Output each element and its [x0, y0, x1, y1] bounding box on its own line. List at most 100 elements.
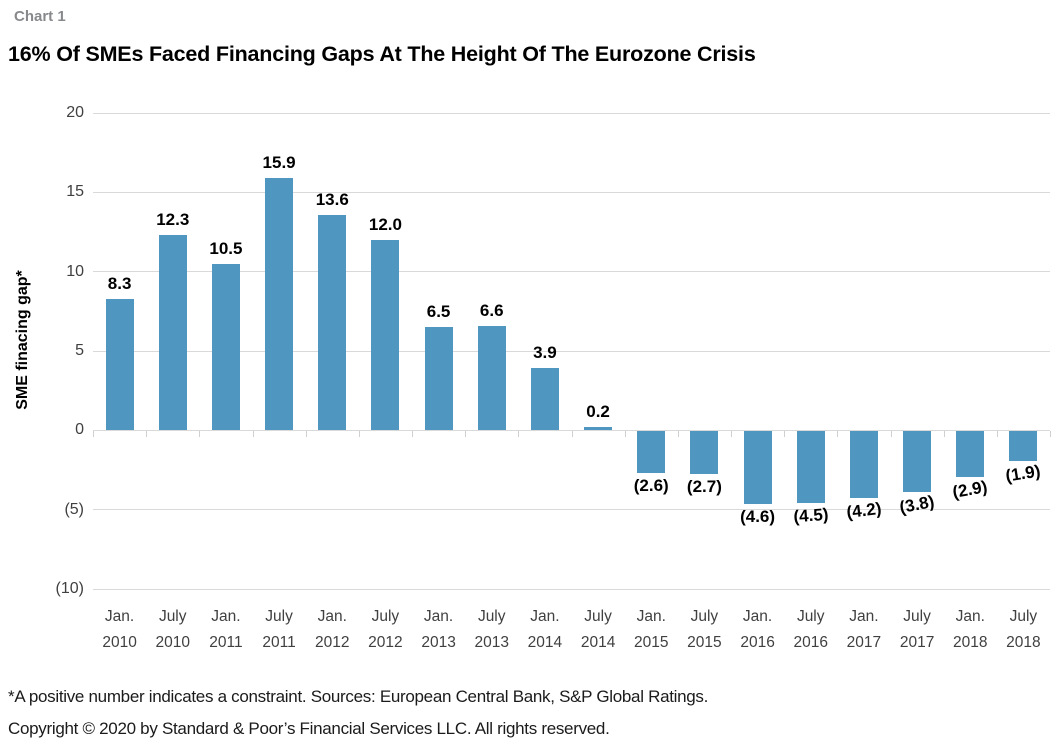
x-tick-label-year: 2016	[793, 634, 828, 651]
x-tick-label-month: July	[690, 608, 719, 625]
axis-tick-mark	[943, 430, 945, 437]
x-tick-label-year: 2012	[314, 634, 350, 651]
x-tick-label: July 2017	[887, 604, 948, 656]
x-tick-label-year: 2015	[633, 634, 669, 651]
x-tick-label-year: 2013	[421, 634, 456, 651]
axis-tick-mark	[624, 430, 626, 437]
x-tick-label: July 2011	[249, 604, 310, 656]
bar	[849, 431, 878, 498]
bar-value-label: (4.6)	[740, 507, 776, 527]
bar	[371, 239, 400, 431]
axis-tick-mark	[784, 430, 786, 437]
axis-tick-mark	[465, 430, 467, 437]
gridline	[93, 509, 1050, 511]
axis-tick-mark	[146, 430, 148, 437]
x-tick-label-year: 2012	[368, 634, 403, 651]
chart-number-label: Chart 1	[14, 8, 66, 25]
x-tick-label: July 2014	[568, 604, 629, 656]
x-tick-label: Jan. 2013	[408, 604, 469, 656]
axis-tick-mark	[571, 430, 573, 437]
bar	[690, 431, 719, 475]
gridline	[93, 191, 1050, 193]
y-tick-label: 20	[66, 104, 84, 121]
footnote-copyright: Copyright © 2020 by Standard & Poor’s Fi…	[8, 719, 610, 738]
bar-value-label: 12.3	[156, 210, 190, 230]
x-tick-label-year: 2014	[527, 634, 563, 651]
bar-value-label: 13.6	[315, 189, 349, 209]
x-tick-label-month: Jan.	[530, 608, 560, 625]
axis-tick-mark	[93, 430, 94, 437]
bar-value-label: 12.0	[368, 214, 402, 234]
gridline	[93, 112, 1050, 114]
bar-value-label: 10.5	[209, 238, 243, 258]
y-tick-label: 5	[75, 342, 84, 359]
chart-title: 16% Of SMEs Faced Financing Gaps At The …	[8, 42, 756, 66]
bar-value-label: (1.9)	[1004, 461, 1043, 487]
x-tick-label: July 2018	[993, 604, 1054, 656]
bar	[956, 431, 985, 478]
plot-area: SME finacing gap* 20 15 10 5 0 (5) (10) 8.3 Jan.…	[14, 104, 1051, 651]
bar-value-label: (2.7)	[686, 477, 722, 497]
x-tick-label-month: Jan.	[742, 608, 773, 625]
axis-tick-mark	[305, 430, 307, 437]
gridline	[93, 271, 1050, 273]
x-tick-label-month: July	[371, 608, 400, 625]
x-tick-label: July 2015	[674, 604, 735, 656]
x-tick-label-year: 2017	[846, 634, 882, 651]
x-tick-label-month: July	[477, 608, 506, 625]
x-tick-label-month: July	[796, 608, 825, 625]
x-tick-label-month: Jan.	[636, 608, 666, 625]
x-tick-label: Jan. 2017	[833, 604, 894, 656]
bar-value-label: 3.9	[533, 343, 557, 363]
axis-tick-mark	[1050, 430, 1051, 437]
bar	[318, 214, 347, 431]
bar	[530, 368, 559, 431]
x-tick-label-year: 2017	[899, 634, 935, 651]
x-tick-label-month: July	[265, 608, 293, 625]
x-tick-label-year: 2013	[474, 634, 509, 651]
y-axis-title: SME finacing gap*	[14, 270, 31, 410]
x-tick-label-month: July	[903, 608, 931, 625]
x-tick-label-year: 2010	[102, 634, 137, 651]
axis-tick-mark	[890, 430, 892, 437]
bar-value-label: 8.3	[107, 273, 132, 293]
bar	[637, 431, 666, 473]
x-tick-label-year: 2014	[580, 634, 616, 651]
footnote-sources: *A positive number indicates a constrain…	[8, 687, 709, 706]
bar	[796, 431, 825, 503]
bar-value-label: 0.2	[586, 402, 610, 422]
x-tick-label-month: Jan.	[211, 608, 241, 625]
x-tick-label: Jan. 2010	[89, 604, 150, 656]
y-tick-label: (5)	[64, 500, 84, 518]
axis-tick-mark	[358, 430, 360, 437]
x-tick-label-month: Jan.	[849, 608, 879, 625]
axis-tick-mark	[199, 430, 201, 437]
bar-value-label: (2.6)	[633, 475, 669, 495]
x-tick-label-month: Jan.	[317, 608, 347, 625]
x-tick-label-year: 2018	[1006, 634, 1041, 651]
zero-axis-line	[93, 429, 1050, 431]
bar	[158, 235, 187, 431]
x-tick-label-year: 2018	[952, 634, 988, 651]
x-tick-label: July 2010	[142, 604, 203, 656]
bar	[424, 327, 453, 431]
axis-tick-mark	[252, 430, 254, 437]
axis-tick-mark	[731, 430, 732, 437]
x-tick-label: Jan. 2011	[195, 604, 256, 656]
axis-tick-mark	[518, 430, 520, 437]
axis-tick-mark	[677, 430, 679, 437]
x-tick-label-year: 2015	[687, 634, 722, 651]
y-tick-label: 15	[66, 183, 84, 201]
bar	[211, 263, 240, 431]
x-tick-label: Jan. 2014	[514, 604, 575, 656]
axis-tick-mark	[837, 430, 839, 437]
x-tick-label-month: Jan.	[955, 608, 985, 625]
x-tick-label: July 2013	[461, 604, 522, 656]
bar	[1009, 431, 1038, 462]
bar	[105, 298, 134, 431]
bar-value-label: 6.5	[426, 302, 451, 322]
bar	[584, 427, 613, 431]
x-tick-label-year: 2011	[209, 634, 243, 651]
x-tick-label-month: July	[1009, 608, 1038, 625]
